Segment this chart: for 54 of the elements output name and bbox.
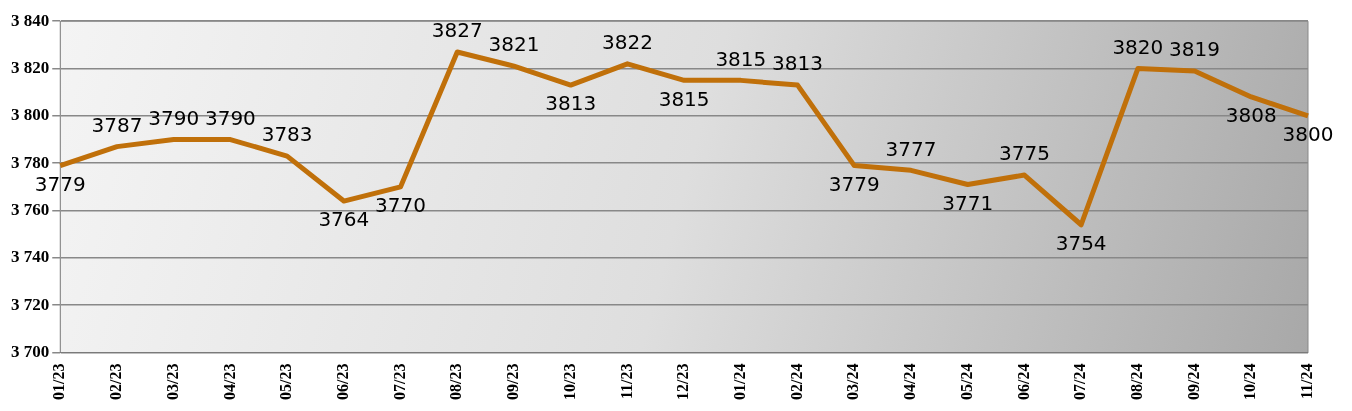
y-tick-label: 3 720 <box>11 294 50 314</box>
x-tick-label: 03/24 <box>844 363 862 401</box>
y-tick-label: 3 760 <box>11 199 50 219</box>
x-tick-label: 11/24 <box>1298 363 1316 400</box>
x-tick-label: 07/23 <box>390 363 408 401</box>
y-tick-label: 3 700 <box>11 341 50 361</box>
x-tick-label: 04/24 <box>901 363 919 401</box>
data-label: 3820 <box>1112 34 1164 59</box>
x-tick-label: 03/23 <box>163 363 181 401</box>
x-tick-label: 10/23 <box>560 363 578 401</box>
x-tick-label: 10/24 <box>1241 363 1259 401</box>
data-label: 3808 <box>1225 103 1277 128</box>
data-label: 3822 <box>601 30 653 55</box>
data-label: 3813 <box>545 91 597 116</box>
x-tick-label: 05/24 <box>957 363 975 401</box>
data-label: 3790 <box>148 105 200 130</box>
data-label: 3775 <box>998 141 1050 166</box>
x-tick-label: 06/23 <box>333 363 351 401</box>
x-tick-label: 02/23 <box>107 363 125 401</box>
x-tick-label: 08/24 <box>1127 363 1145 401</box>
data-label: 3787 <box>91 112 143 137</box>
x-tick-label: 12/23 <box>674 363 692 401</box>
x-tick-label: 09/23 <box>504 363 522 401</box>
data-label: 3813 <box>772 51 824 76</box>
data-label: 3779 <box>828 171 880 196</box>
y-tick-label: 3 800 <box>11 105 50 125</box>
x-tick-label: 11/23 <box>617 363 635 400</box>
data-label: 3800 <box>1282 122 1334 147</box>
data-label: 3771 <box>942 190 994 215</box>
data-label: 3821 <box>488 32 540 57</box>
x-tick-label: 05/23 <box>277 363 295 401</box>
x-tick-label: 06/24 <box>1014 363 1032 401</box>
x-tick-label: 01/23 <box>50 363 68 401</box>
data-label: 3770 <box>375 193 426 218</box>
data-label: 3777 <box>885 136 937 161</box>
data-label: 3819 <box>1169 37 1221 62</box>
data-label: 3783 <box>261 122 313 147</box>
x-tick-label: 04/23 <box>220 363 238 401</box>
x-tick-label: 02/24 <box>787 363 805 401</box>
x-tick-label: 08/23 <box>447 363 465 401</box>
y-tick-label: 3 740 <box>11 247 50 267</box>
data-label: 3827 <box>431 18 483 43</box>
data-label: 3790 <box>204 105 256 130</box>
x-tick-label: 09/24 <box>1184 363 1202 401</box>
data-label: 3779 <box>34 171 86 196</box>
data-label: 3815 <box>715 46 767 71</box>
y-tick-label: 3 820 <box>11 57 50 77</box>
y-tick-label: 3 840 <box>11 10 50 30</box>
data-label: 3754 <box>1055 230 1107 255</box>
data-label: 3764 <box>318 207 370 232</box>
x-tick-label: 07/24 <box>1071 363 1089 401</box>
data-label: 3815 <box>658 86 710 111</box>
x-tick-label: 01/24 <box>730 363 748 401</box>
y-tick-label: 3 780 <box>11 152 50 172</box>
